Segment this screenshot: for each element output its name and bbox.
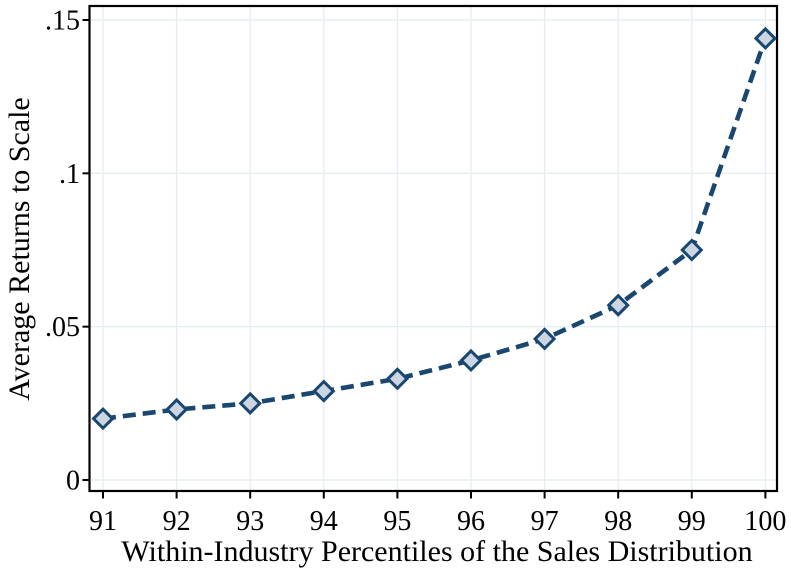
y-tick-label: .05 bbox=[45, 312, 80, 343]
x-tick-label: 100 bbox=[744, 506, 786, 537]
x-tick-label: 95 bbox=[383, 506, 411, 537]
y-tick-label: .15 bbox=[45, 6, 80, 37]
data-point-marker bbox=[385, 367, 410, 391]
data-series-line bbox=[102, 37, 768, 421]
data-point-marker bbox=[238, 391, 262, 415]
data-point-marker bbox=[532, 327, 557, 351]
x-tick-label: 92 bbox=[163, 506, 191, 537]
x-tick-label: 91 bbox=[89, 506, 117, 537]
y-axis-title: Average Returns to Scale bbox=[3, 97, 36, 401]
x-tick-label: 99 bbox=[678, 506, 706, 537]
y-tick-label: .1 bbox=[59, 159, 80, 190]
data-point-marker bbox=[680, 238, 704, 262]
data-point-marker bbox=[606, 293, 630, 317]
x-tick-label: 97 bbox=[531, 506, 559, 537]
data-point-marker bbox=[753, 26, 778, 51]
x-tick-label: 94 bbox=[310, 506, 338, 537]
data-point-marker bbox=[312, 379, 336, 403]
data-point-marker bbox=[91, 407, 115, 431]
y-tick-label: 0 bbox=[66, 466, 80, 497]
data-point-marker bbox=[164, 397, 189, 422]
x-tick-label: 93 bbox=[236, 506, 264, 537]
x-tick-label: 96 bbox=[457, 506, 485, 537]
plot-frame bbox=[88, 4, 779, 493]
data-point-marker bbox=[459, 348, 483, 373]
x-axis-title: Within-Industry Percentiles of the Sales… bbox=[121, 535, 753, 568]
x-tick-label: 98 bbox=[604, 506, 632, 537]
